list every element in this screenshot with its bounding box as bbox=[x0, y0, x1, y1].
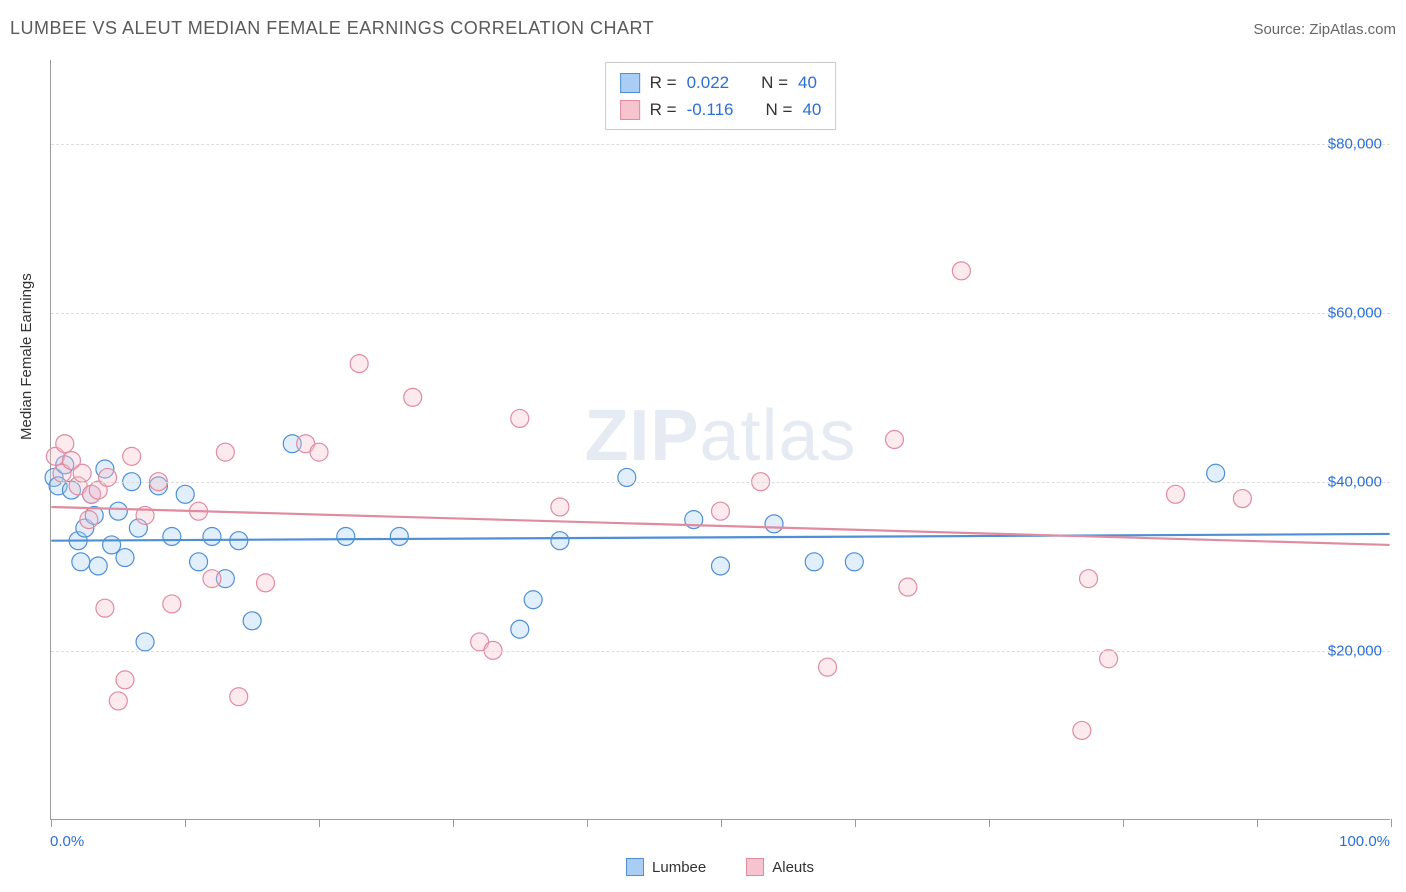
data-point bbox=[1233, 490, 1251, 508]
stat-n-value: 40 bbox=[798, 69, 817, 96]
data-point bbox=[310, 443, 328, 461]
data-point bbox=[350, 355, 368, 373]
data-point bbox=[845, 553, 863, 571]
data-point bbox=[176, 485, 194, 503]
data-point bbox=[1167, 485, 1185, 503]
x-tick-mark bbox=[721, 819, 722, 827]
data-point bbox=[952, 262, 970, 280]
data-point bbox=[203, 570, 221, 588]
legend-swatch bbox=[746, 858, 764, 876]
stat-r-value: -0.116 bbox=[687, 96, 734, 123]
data-point bbox=[511, 620, 529, 638]
data-point bbox=[163, 595, 181, 613]
y-tick-label: $80,000 bbox=[1328, 136, 1382, 153]
stat-n-value: 40 bbox=[802, 96, 821, 123]
legend-item: Lumbee bbox=[626, 858, 706, 876]
data-point bbox=[1073, 721, 1091, 739]
x-tick-mark bbox=[319, 819, 320, 827]
chart-title: LUMBEE VS ALEUT MEDIAN FEMALE EARNINGS C… bbox=[10, 18, 654, 39]
plot-area: ZIPatlas R =0.022N =40R =-0.116N =40 $20… bbox=[50, 60, 1390, 820]
x-tick-mark bbox=[1123, 819, 1124, 827]
legend-swatch bbox=[620, 73, 640, 93]
stat-r-value: 0.022 bbox=[687, 69, 730, 96]
y-tick-label: $20,000 bbox=[1328, 643, 1382, 660]
x-axis-min-label: 0.0% bbox=[50, 833, 84, 850]
data-point bbox=[96, 599, 114, 617]
data-point bbox=[230, 688, 248, 706]
data-point bbox=[216, 443, 234, 461]
data-point bbox=[805, 553, 823, 571]
x-tick-mark bbox=[1257, 819, 1258, 827]
data-point bbox=[56, 435, 74, 453]
data-point bbox=[404, 388, 422, 406]
data-point bbox=[80, 511, 98, 529]
data-point bbox=[618, 468, 636, 486]
title-bar: LUMBEE VS ALEUT MEDIAN FEMALE EARNINGS C… bbox=[10, 18, 1396, 39]
gridline bbox=[51, 482, 1390, 483]
gridline bbox=[51, 651, 1390, 652]
gridline bbox=[51, 313, 1390, 314]
stat-r-label: R = bbox=[650, 69, 677, 96]
data-point bbox=[819, 658, 837, 676]
data-point bbox=[1207, 464, 1225, 482]
data-point bbox=[765, 515, 783, 533]
data-point bbox=[551, 498, 569, 516]
correlation-legend-row: R = 0.022 N = 40 bbox=[620, 69, 822, 96]
correlation-legend: R =0.022N =40R =-0.116N =40 bbox=[605, 62, 837, 130]
legend-label: Lumbee bbox=[652, 859, 706, 876]
data-point bbox=[257, 574, 275, 592]
y-axis-label: Median Female Earnings bbox=[18, 273, 35, 440]
data-point bbox=[73, 464, 91, 482]
x-tick-mark bbox=[185, 819, 186, 827]
legend-item: Aleuts bbox=[746, 858, 814, 876]
correlation-legend-row: R = -0.116 N = 40 bbox=[620, 96, 822, 123]
data-point bbox=[190, 553, 208, 571]
series-legend: Lumbee Aleuts bbox=[50, 858, 1390, 876]
data-point bbox=[712, 557, 730, 575]
x-tick-mark bbox=[1391, 819, 1392, 827]
stat-r-label: R = bbox=[650, 96, 677, 123]
data-point bbox=[109, 692, 127, 710]
data-point bbox=[712, 502, 730, 520]
legend-label: Aleuts bbox=[772, 859, 814, 876]
data-point bbox=[163, 527, 181, 545]
legend-swatch bbox=[620, 100, 640, 120]
x-tick-mark bbox=[453, 819, 454, 827]
x-tick-mark bbox=[989, 819, 990, 827]
data-point bbox=[511, 409, 529, 427]
y-tick-label: $60,000 bbox=[1328, 305, 1382, 322]
data-point bbox=[136, 633, 154, 651]
chart-container: LUMBEE VS ALEUT MEDIAN FEMALE EARNINGS C… bbox=[0, 0, 1406, 892]
data-point bbox=[551, 532, 569, 550]
stat-n-label: N = bbox=[766, 96, 793, 123]
data-point bbox=[109, 502, 127, 520]
x-tick-mark bbox=[855, 819, 856, 827]
data-point bbox=[1080, 570, 1098, 588]
gridline bbox=[51, 144, 1390, 145]
data-point bbox=[1100, 650, 1118, 668]
x-tick-mark bbox=[51, 819, 52, 827]
data-point bbox=[116, 549, 134, 567]
data-point bbox=[885, 431, 903, 449]
data-point bbox=[243, 612, 261, 630]
data-point bbox=[116, 671, 134, 689]
data-point bbox=[123, 447, 141, 465]
data-point bbox=[72, 553, 90, 571]
data-point bbox=[899, 578, 917, 596]
y-tick-label: $40,000 bbox=[1328, 474, 1382, 491]
source-label: Source: ZipAtlas.com bbox=[1253, 21, 1396, 38]
x-tick-mark bbox=[587, 819, 588, 827]
chart-svg bbox=[51, 60, 1390, 819]
legend-swatch bbox=[626, 858, 644, 876]
x-axis-max-label: 100.0% bbox=[1339, 833, 1390, 850]
data-point bbox=[89, 557, 107, 575]
stat-n-label: N = bbox=[761, 69, 788, 96]
data-point bbox=[337, 527, 355, 545]
data-point bbox=[99, 468, 117, 486]
data-point bbox=[390, 527, 408, 545]
data-point bbox=[524, 591, 542, 609]
data-point bbox=[203, 527, 221, 545]
